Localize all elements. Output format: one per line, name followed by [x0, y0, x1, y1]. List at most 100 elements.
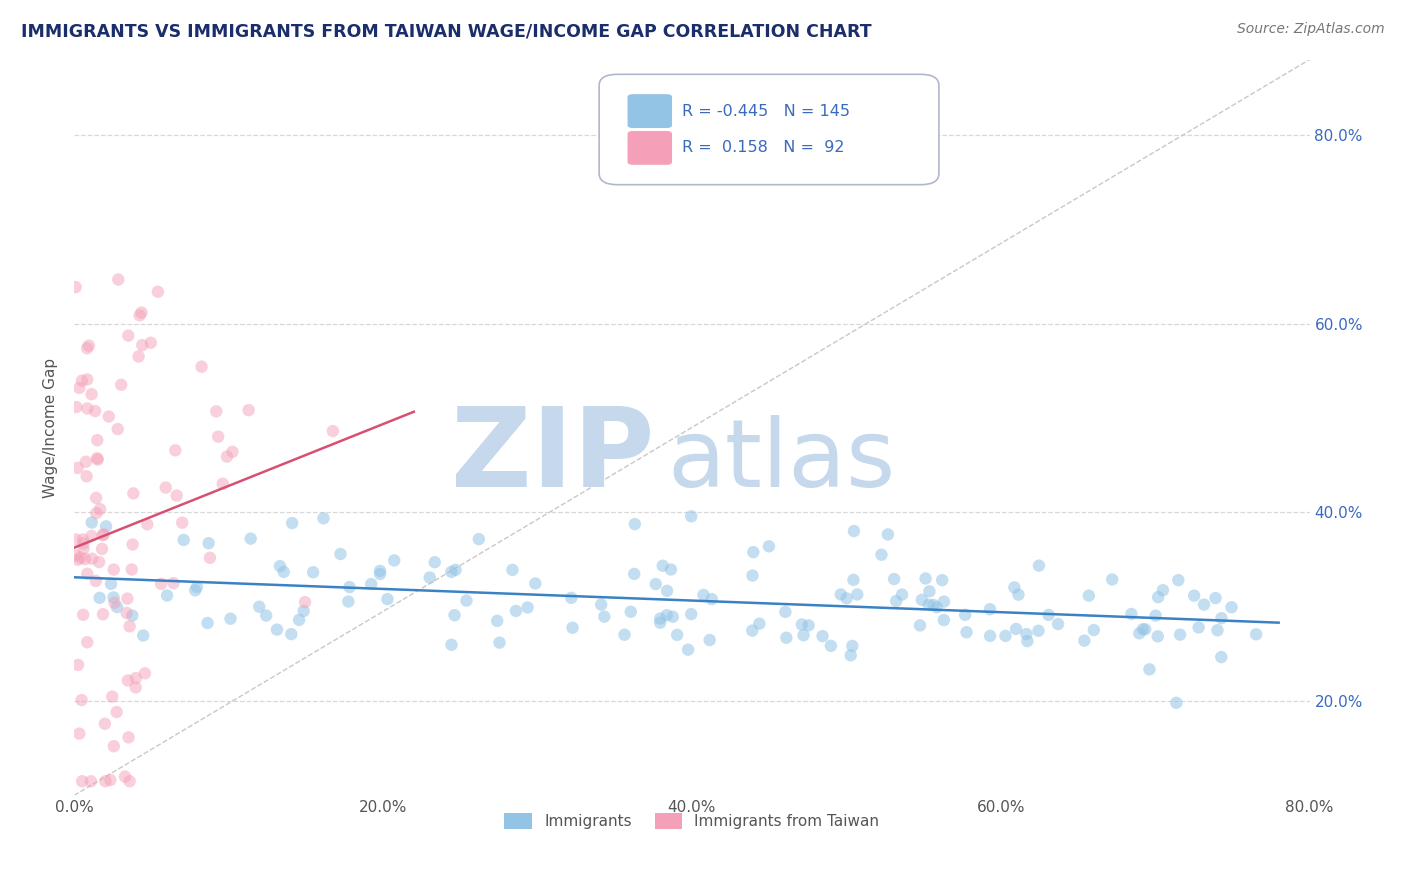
Point	[66, 461, 89, 475]
Point	[100, 577, 122, 591]
Point	[107, 272, 129, 286]
Point	[66, 552, 89, 566]
Point	[377, 592, 399, 607]
Point	[561, 621, 583, 635]
Point	[205, 404, 228, 418]
Point	[76, 566, 98, 581]
Point	[440, 565, 463, 579]
Point	[1002, 581, 1025, 595]
Point	[456, 593, 478, 607]
Point	[84, 574, 107, 588]
Point	[877, 527, 900, 541]
Point	[651, 558, 673, 573]
Point	[918, 598, 941, 612]
Point	[775, 631, 797, 645]
Point	[1017, 634, 1039, 648]
Point	[883, 572, 905, 586]
Point	[623, 566, 645, 581]
Point	[1152, 583, 1174, 598]
Point	[591, 598, 613, 612]
Point	[1028, 558, 1050, 573]
Point	[128, 309, 150, 323]
Point	[932, 594, 955, 608]
Point	[67, 657, 90, 672]
Text: IMMIGRANTS VS IMMIGRANTS FROM TAIWAN WAGE/INCOME GAP CORRELATION CHART: IMMIGRANTS VS IMMIGRANTS FROM TAIWAN WAG…	[21, 22, 872, 40]
Point	[790, 617, 813, 632]
Point	[1167, 573, 1189, 587]
Point	[302, 566, 325, 580]
Point	[247, 599, 270, 614]
Point	[89, 502, 111, 516]
Point	[368, 566, 391, 581]
Point	[91, 607, 114, 622]
Point	[830, 587, 852, 601]
Point	[486, 614, 509, 628]
Point	[76, 469, 98, 483]
Point	[103, 563, 125, 577]
Point	[501, 563, 523, 577]
Point	[468, 532, 491, 546]
Point	[661, 609, 683, 624]
Text: Source: ZipAtlas.com: Source: ZipAtlas.com	[1237, 22, 1385, 37]
Point	[72, 541, 94, 556]
Point	[115, 606, 138, 620]
Point	[197, 615, 219, 630]
Point	[560, 591, 582, 605]
Point	[955, 625, 977, 640]
Point	[1132, 622, 1154, 636]
Point	[103, 591, 125, 605]
Point	[100, 772, 122, 787]
Point	[870, 548, 893, 562]
Point	[238, 403, 260, 417]
Point	[644, 577, 666, 591]
Point	[294, 595, 316, 609]
Point	[908, 618, 931, 632]
Point	[655, 583, 678, 598]
Point	[281, 516, 304, 530]
Point	[775, 605, 797, 619]
FancyBboxPatch shape	[627, 131, 672, 165]
Point	[269, 559, 291, 574]
Point	[820, 639, 842, 653]
Point	[117, 591, 139, 606]
Point	[1007, 588, 1029, 602]
Point	[1244, 627, 1267, 641]
Point	[184, 583, 207, 598]
Point	[1028, 624, 1050, 638]
Point	[793, 628, 815, 642]
Point	[692, 588, 714, 602]
Point	[1205, 591, 1227, 605]
Point	[105, 705, 128, 719]
Point	[911, 592, 934, 607]
Point	[254, 608, 277, 623]
Point	[741, 568, 763, 582]
Point	[86, 433, 108, 447]
Point	[86, 451, 108, 466]
Point	[91, 528, 114, 542]
Point	[89, 591, 111, 605]
Point	[93, 527, 115, 541]
Point	[207, 429, 229, 443]
Point	[114, 770, 136, 784]
Point	[1166, 696, 1188, 710]
Point	[72, 607, 94, 622]
Point	[84, 404, 107, 418]
Point	[839, 648, 862, 663]
Point	[337, 594, 360, 608]
Point	[121, 537, 143, 551]
Text: R =  0.158   N =  92: R = 0.158 N = 92	[682, 140, 845, 155]
Point	[758, 539, 780, 553]
Point	[979, 629, 1001, 643]
Point	[1188, 620, 1211, 634]
Point	[1005, 622, 1028, 636]
Point	[91, 541, 114, 556]
Point	[80, 774, 103, 789]
Point	[105, 600, 128, 615]
Point	[312, 511, 335, 525]
Point	[659, 562, 682, 576]
Point	[75, 552, 97, 566]
Point	[215, 450, 238, 464]
Point	[76, 341, 98, 355]
Point	[953, 607, 976, 622]
Point	[173, 533, 195, 547]
